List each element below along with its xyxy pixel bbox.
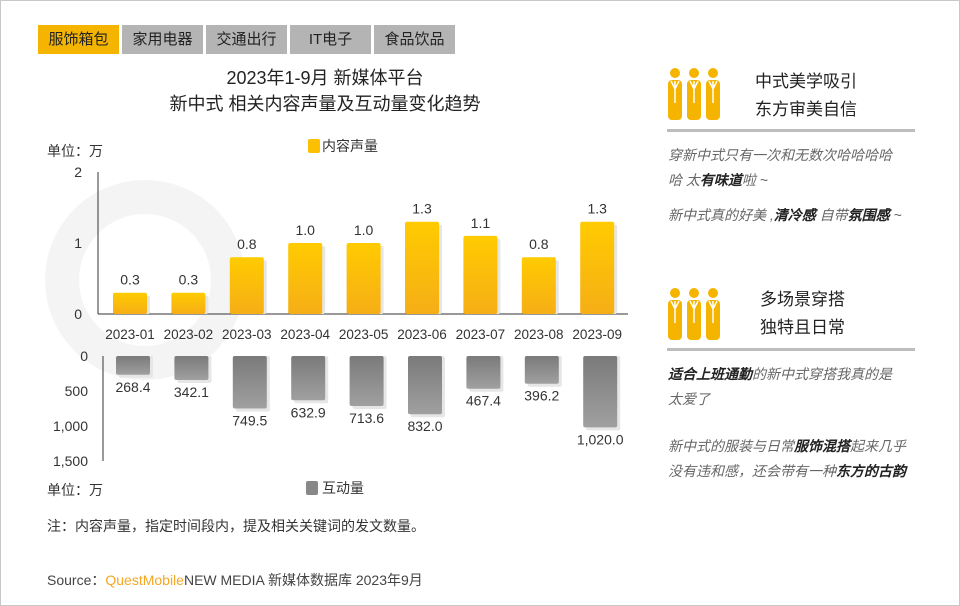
content-bar [288, 243, 323, 314]
interaction-bar [174, 356, 209, 380]
section2-heading-line1: 多场景穿搭 [760, 290, 845, 309]
content-bar [346, 243, 381, 314]
content-bar [171, 292, 206, 314]
upper-y-tick-label: 1 [74, 235, 82, 251]
content-bar [229, 257, 264, 314]
content-bar [463, 235, 498, 314]
source-prefix: Source： [47, 572, 106, 588]
legend-swatch-interaction [306, 481, 318, 495]
legend-label-interaction: 互动量 [322, 480, 364, 496]
content-bar-label: 0.8 [237, 236, 257, 252]
upper-unit-label: 单位：万 [47, 143, 103, 159]
x-axis-category-label: 2023-01 [105, 327, 155, 342]
interaction-bar-label: 1,020.0 [577, 431, 624, 447]
content-bar-label: 0.3 [120, 272, 140, 288]
interaction-bar-label: 467.4 [466, 393, 501, 409]
tab-food[interactable]: 食品饮品 [374, 25, 455, 54]
content-bar-label: 1.0 [295, 222, 315, 238]
x-axis-category-label: 2023-09 [572, 327, 622, 342]
x-axis-category-label: 2023-04 [280, 327, 330, 342]
footnote: 注：内容声量，指定时间段内，提及相关关键词的发文数量。 [47, 518, 425, 534]
tab-apparel[interactable]: 服饰箱包 [38, 25, 119, 54]
section1-quote2: 新中式真的好美 ,清冷感 自带氛围感 ~ [668, 207, 902, 223]
x-axis-category-label: 2023-05 [339, 327, 389, 342]
interaction-bar-label: 268.4 [115, 379, 150, 395]
content-bar [521, 257, 556, 314]
source-line: Source：QuestMobileNEW MEDIA 新媒体数据库 2023年… [47, 570, 423, 590]
lower-unit-label: 单位：万 [47, 482, 103, 498]
interaction-bar-label: 396.2 [524, 388, 559, 404]
chart-title-line1: 2023年1-9月 新媒体平台 [226, 68, 424, 88]
content-bar [580, 221, 615, 314]
content-bar-label: 1.3 [587, 201, 607, 217]
section1-divider [667, 129, 915, 132]
interaction-bar [408, 356, 442, 415]
section2-quote2: 新中式的服装与日常服饰混搭起来几乎没有违和感，还会带有一种东方的古韵 [668, 438, 906, 479]
interaction-bar [116, 356, 150, 375]
legend-swatch-content [308, 139, 320, 153]
upper-legend: 内容声量 [308, 136, 378, 156]
content-bar-label: 1.1 [471, 215, 491, 231]
chart-title-line2: 新中式 相关内容声量及互动量变化趋势 [169, 94, 481, 114]
section2-quote1: 适合上班通勤的新中式穿搭我真的是太爱了 [668, 366, 892, 407]
lower-y-tick-label: 0 [80, 348, 88, 364]
source-brand: QuestMobile [105, 572, 184, 588]
interaction-bar [291, 356, 326, 401]
x-axis-category-label: 2023-06 [397, 327, 447, 342]
interaction-bar [524, 356, 559, 384]
lower-y-tick-label: 500 [65, 383, 89, 399]
interaction-bar-label: 713.6 [349, 410, 384, 426]
legend-label-content: 内容声量 [322, 138, 378, 154]
interaction-bar [232, 356, 267, 409]
section1-heading-line2: 东方审美自信 [755, 100, 857, 119]
content-bar-label: 1.0 [354, 222, 374, 238]
tab-transport[interactable]: 交通出行 [206, 25, 287, 54]
section1-heading-line1: 中式美学吸引 [755, 72, 857, 91]
lower-y-tick-label: 1,500 [53, 453, 88, 469]
tab-it[interactable]: IT电子 [290, 25, 371, 54]
x-axis-category-label: 2023-02 [164, 327, 214, 342]
section2-divider [667, 348, 915, 351]
upper-y-tick-label: 0 [74, 306, 82, 322]
section2-heading-line2: 独特且日常 [760, 318, 845, 337]
people-group-icon [668, 68, 720, 120]
x-axis-category-label: 2023-07 [456, 327, 506, 342]
source-rest: NEW MEDIA 新媒体数据库 2023年9月 [183, 572, 423, 588]
content-bar [113, 292, 147, 314]
interaction-bar-label: 749.5 [232, 412, 267, 428]
people-group-icon [668, 288, 720, 340]
interaction-bar [349, 356, 384, 406]
section1-quote1: 穿新中式只有一次和无数次哈哈哈哈哈 太有味道啦 ~ [668, 147, 892, 188]
content-bar-label: 0.8 [529, 236, 549, 252]
lower-legend: 互动量 [306, 478, 364, 498]
interaction-bar-label: 632.9 [291, 404, 326, 420]
x-axis-category-label: 2023-03 [222, 327, 272, 342]
upper-y-tick-label: 2 [74, 164, 82, 180]
interaction-bar [583, 356, 618, 428]
category-tabs: 服饰箱包 家用电器 交通出行 IT电子 食品饮品 [38, 25, 455, 54]
x-axis-category-label: 2023-08 [514, 327, 564, 342]
tab-appliances[interactable]: 家用电器 [122, 25, 203, 54]
content-bar-label: 0.3 [179, 272, 199, 288]
interaction-bar-label: 342.1 [174, 384, 209, 400]
lower-y-tick-label: 1,000 [53, 418, 88, 434]
content-bar-label: 1.3 [412, 201, 432, 217]
interaction-bar-label: 832.0 [407, 418, 442, 434]
interaction-bar [466, 356, 501, 389]
content-bar [405, 221, 439, 314]
